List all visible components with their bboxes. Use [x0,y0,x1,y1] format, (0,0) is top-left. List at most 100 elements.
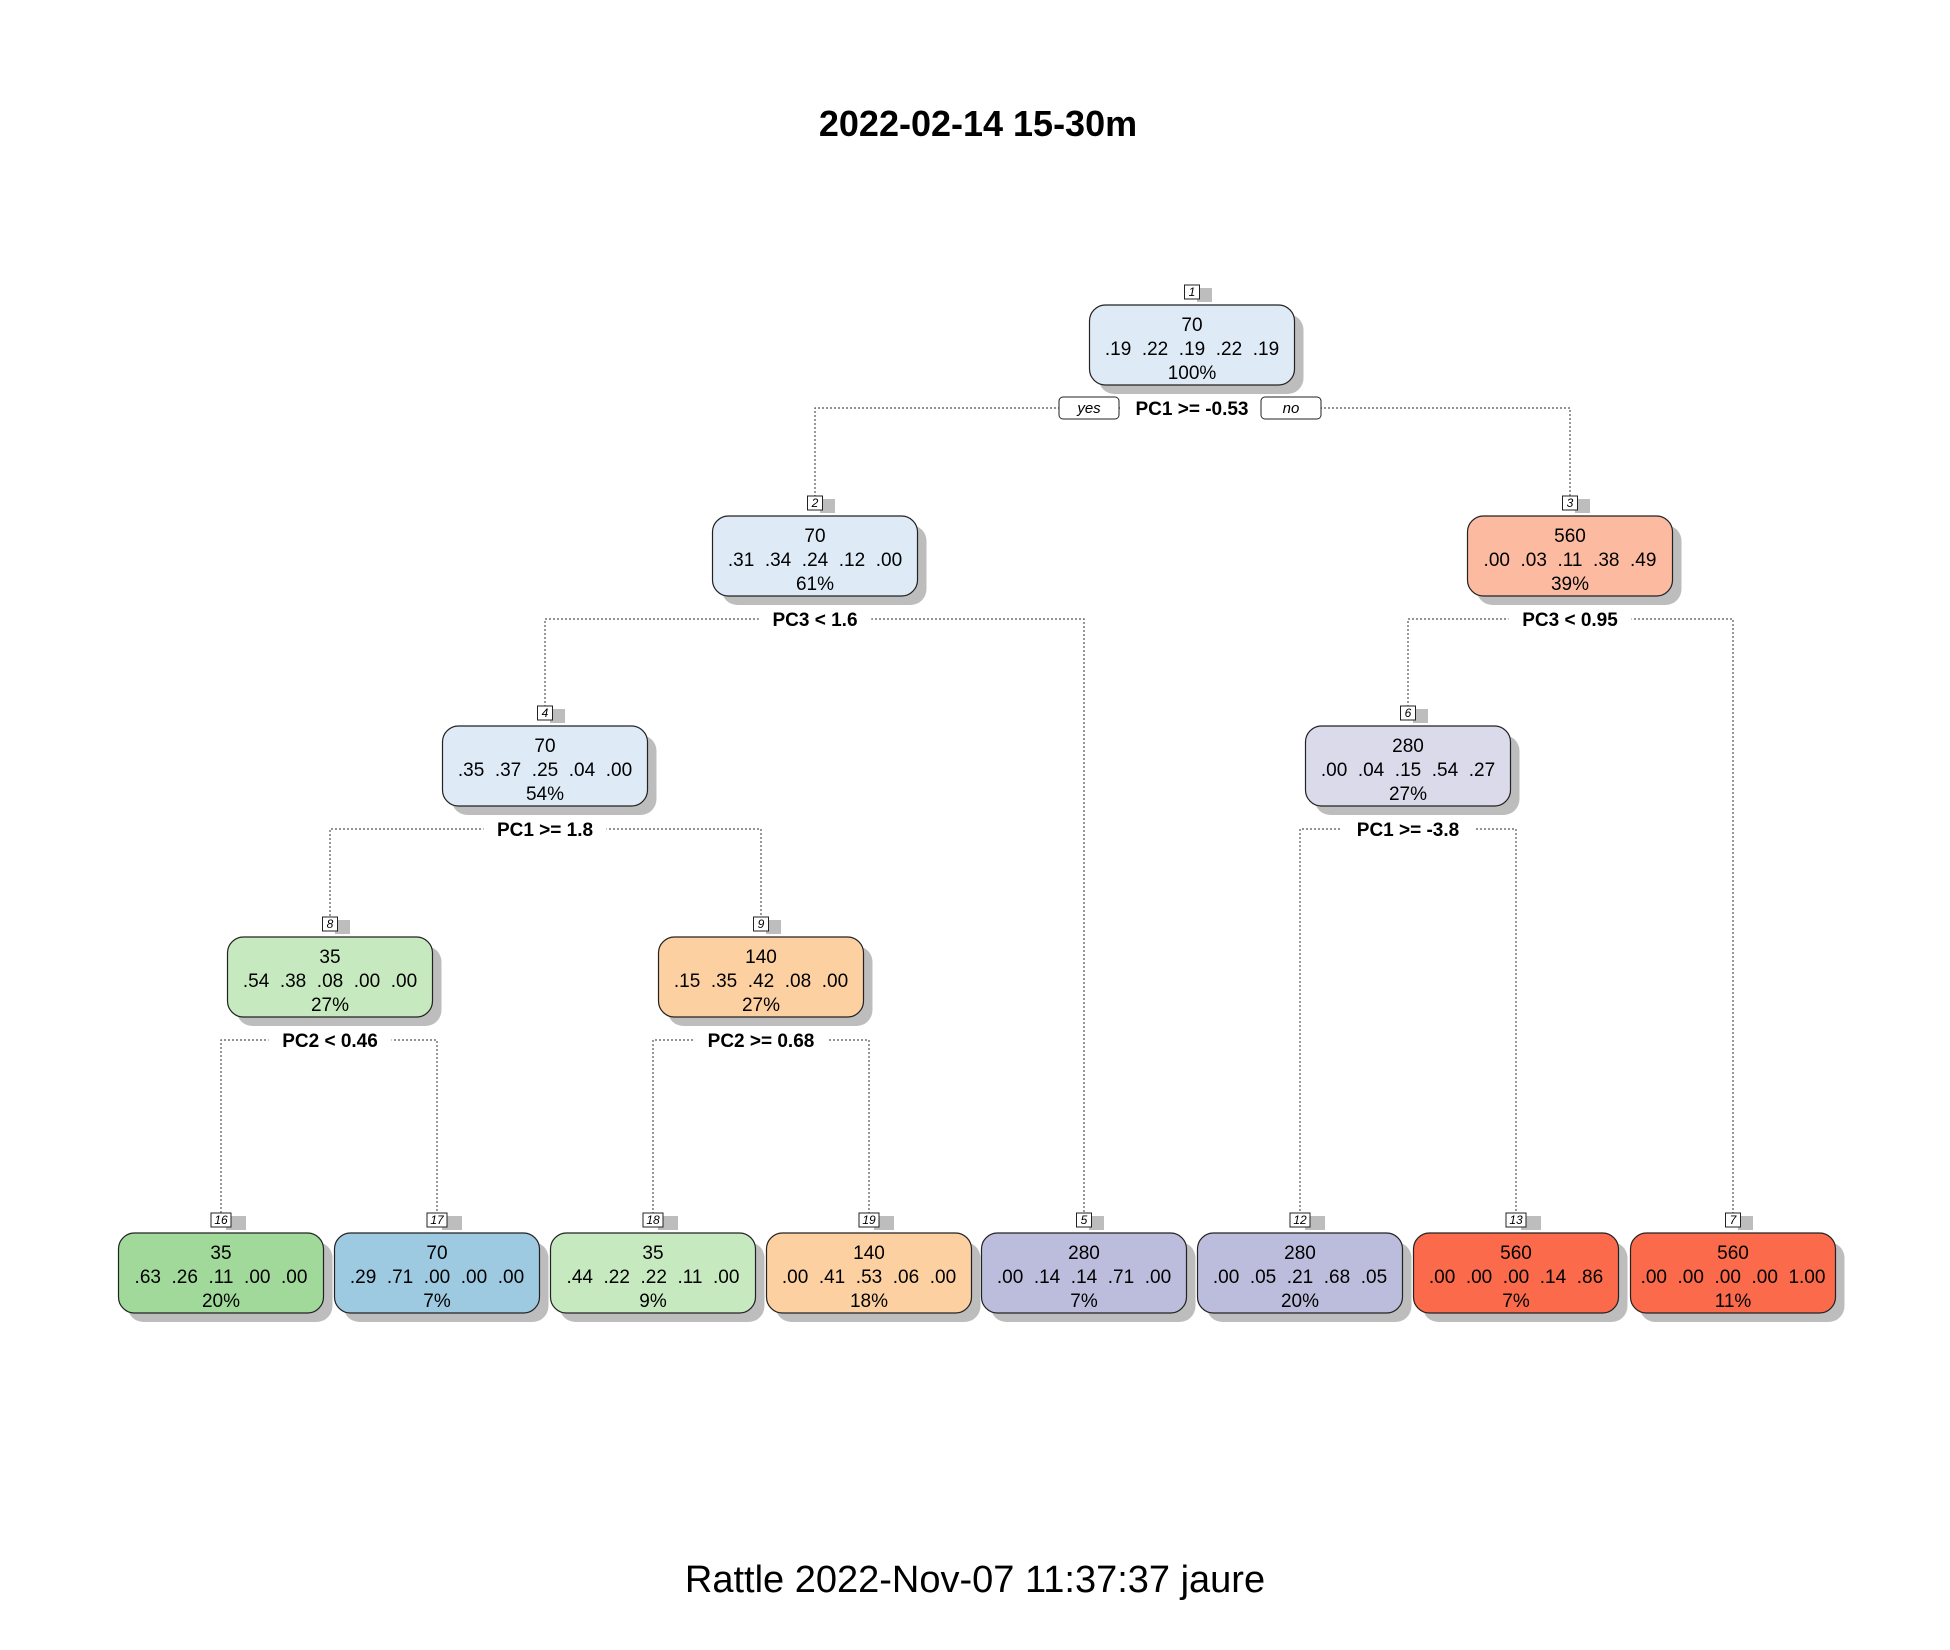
node-number-box [1289,1212,1311,1228]
node-percentage: 11% [1715,1291,1752,1312]
node-class-probabilities: .00 .00 .00 .14 .86 [1429,1267,1603,1288]
edge-2-4 [544,618,815,712]
node-class-probabilities: .44 .22 .22 .11 .00 [567,1267,740,1288]
node-number-shadow [1197,288,1212,302]
node-class-label: 560 [1717,1243,1749,1264]
node-percentage: 7% [1070,1291,1098,1312]
node-number: 17 [430,1213,445,1227]
node-class-probabilities: .00 .05 .21 .68 .05 [1213,1267,1387,1288]
node-class-label: 70 [534,736,555,757]
tree-node-9: 9 140 .15 .35 .42 .08 .00 27% PC2 >= 0.68 [657,916,873,1052]
node-class-label: 140 [853,1243,885,1264]
split-condition: PC1 >= -0.53 [1135,399,1248,420]
node-number-box [858,1212,880,1228]
node-number-box [210,1212,232,1228]
edge-1-2 [814,407,1192,502]
edge-9-19 [761,1039,870,1219]
node-number-shadow [1413,709,1428,723]
node-class-label: 35 [642,1243,663,1264]
edge-9-18 [652,1039,761,1219]
node-number-shadow [335,920,350,934]
node-class-label: 35 [319,947,340,968]
edge-8-16 [220,1039,330,1219]
tree-node-17: 17 70 .29 .71 .00 .00 .00 7% [333,1212,549,1322]
node-number-shadow [820,499,835,513]
node-box [1304,725,1512,807]
yes-branch-label: yes [1076,400,1101,417]
node-percentage: 27% [742,995,780,1016]
node-percentage: 7% [423,1291,451,1312]
node-class-probabilities: .00 .03 .11 .38 .49 [1484,550,1657,571]
split-condition: PC1 >= -3.8 [1357,820,1459,841]
node-class-probabilities: .35 .37 .25 .04 .00 [458,760,632,781]
tree-node-3: 3 560 .00 .03 .11 .38 .49 39% PC3 < 0.95 [1466,495,1682,631]
node-number: 5 [1081,1213,1088,1227]
tree-node-7: 7 560 .00 .00 .00 .00 1.00 11% [1629,1212,1845,1322]
node-number-box [322,916,338,932]
edge-3-6 [1407,618,1570,712]
node-number: 13 [1509,1213,1523,1227]
edge-6-13 [1408,828,1517,1219]
edge-6-12 [1299,828,1408,1219]
yes-badge-box [1058,396,1120,420]
node-class-probabilities: .29 .71 .00 .00 .00 [350,1267,524,1288]
node-class-probabilities: .19 .22 .19 .22 .19 [1105,339,1279,360]
node-number-shadow [766,920,781,934]
node-number: 9 [758,917,765,931]
node-box [1196,1232,1404,1314]
tree-node-19: 19 140 .00 .41 .53 .06 .00 18% [765,1212,981,1322]
node-number-shadow [1738,1216,1753,1230]
node-class-label: 140 [745,947,777,968]
node-number-box [1562,495,1578,511]
node-percentage: 20% [1281,1291,1319,1312]
node-class-label: 70 [804,526,825,547]
branch-labels: yes no [1058,396,1322,420]
tree-node-13: 13 560 .00 .00 .00 .14 .86 7% [1412,1212,1628,1322]
node-number: 2 [811,496,819,510]
split-label-bg [483,816,607,840]
node-percentage: 39% [1551,574,1589,595]
edge-4-8 [329,828,545,923]
split-label-bg [268,1027,392,1051]
split-label-bg [1341,816,1475,840]
diagram-title: 2022-02-14 15-30m [819,103,1137,144]
node-class-probabilities: .00 .00 .00 .00 1.00 [1641,1267,1826,1288]
tree-node-1: 1 70 .19 .22 .19 .22 .19 100% PC1 >= -0.53 [1088,284,1304,420]
split-label-bg [1508,606,1632,630]
node-number: 1 [1189,285,1196,299]
node-number: 16 [214,1213,228,1227]
node-number: 8 [327,917,334,931]
node-number-box [1725,1212,1741,1228]
edge-8-17 [330,1039,438,1219]
node-number: 7 [1730,1213,1738,1227]
edge-4-9 [545,828,762,923]
node-percentage: 9% [639,1291,667,1312]
node-class-label: 560 [1554,526,1586,547]
node-class-label: 280 [1284,1243,1316,1264]
node-number: 12 [1293,1213,1307,1227]
node-percentage: 61% [796,574,834,595]
node-number: 6 [1405,706,1412,720]
tree-node-6: 6 280 .00 .04 .15 .54 .27 27% PC1 >= -3.8 [1304,705,1520,841]
node-box [711,515,919,597]
node-percentage: 27% [1389,784,1427,805]
node-class-probabilities: .54 .38 .08 .00 .00 [243,971,417,992]
node-percentage: 7% [1502,1291,1530,1312]
tree-edges [220,407,1734,1219]
node-class-label: 70 [1181,315,1202,336]
split-label-bg [1120,395,1264,419]
node-number: 19 [862,1213,876,1227]
tree-node-18: 18 35 .44 .22 .22 .11 .00 9% [549,1212,765,1322]
node-box [657,936,865,1018]
node-box [1412,1232,1620,1314]
node-box [333,1232,541,1314]
node-number-box [753,916,769,932]
node-number-shadow [1089,1216,1104,1230]
tree-node-16: 16 35 .63 .26 .11 .00 .00 20% [117,1212,333,1322]
node-number-shadow [550,709,565,723]
node-percentage: 54% [526,784,564,805]
node-number-box [537,705,553,721]
node-class-label: 280 [1068,1243,1100,1264]
node-class-probabilities: .31 .34 .24 .12 .00 [728,550,902,571]
